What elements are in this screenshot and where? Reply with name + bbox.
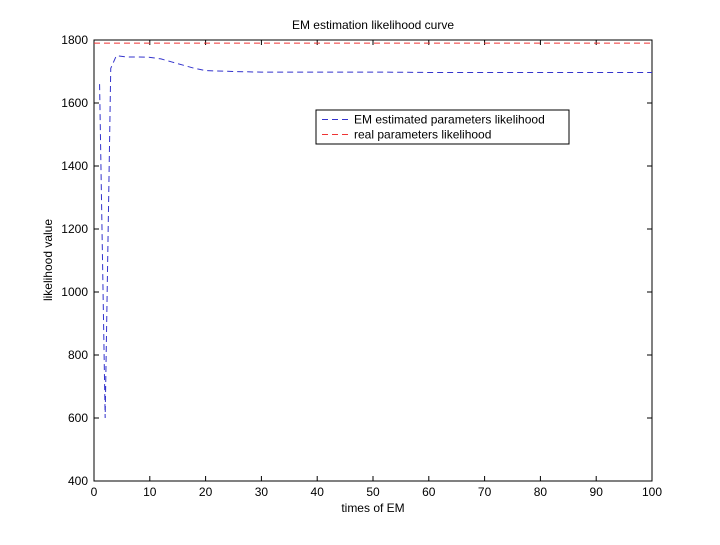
x-tick-label: 50 xyxy=(366,485,380,499)
x-tick-label: 40 xyxy=(311,485,325,499)
legend-label-real: real parameters likelihood xyxy=(354,128,491,142)
x-axis-label: times of EM xyxy=(341,501,404,515)
series-line-0 xyxy=(99,55,652,419)
x-tick-label: 70 xyxy=(478,485,492,499)
y-tick-label: 600 xyxy=(68,411,88,425)
y-tick-label: 800 xyxy=(68,348,88,362)
x-tick-label: 20 xyxy=(199,485,213,499)
y-axis-label: likelihood value xyxy=(41,219,55,301)
x-tick-label: 60 xyxy=(422,485,436,499)
x-tick-label: 100 xyxy=(642,485,662,499)
x-tick-label: 0 xyxy=(91,485,98,499)
legend-box xyxy=(315,109,570,145)
y-tick-label: 1600 xyxy=(61,96,88,110)
legend-label-em-estimated: EM estimated parameters likelihood xyxy=(354,113,545,127)
plot-area xyxy=(93,39,653,482)
chart-title: EM estimation likelihood curve xyxy=(292,18,454,32)
y-tick-label: 1000 xyxy=(61,285,88,299)
x-tick-label: 30 xyxy=(255,485,269,499)
x-tick-label: 10 xyxy=(143,485,157,499)
y-tick-label: 1800 xyxy=(61,33,88,47)
x-tick-label: 90 xyxy=(590,485,604,499)
y-tick-label: 400 xyxy=(68,474,88,488)
y-tick-label: 1200 xyxy=(61,222,88,236)
legend: EM estimated parameters likelihood real … xyxy=(315,109,570,145)
x-tick-label: 80 xyxy=(534,485,548,499)
y-tick-label: 1400 xyxy=(61,159,88,173)
